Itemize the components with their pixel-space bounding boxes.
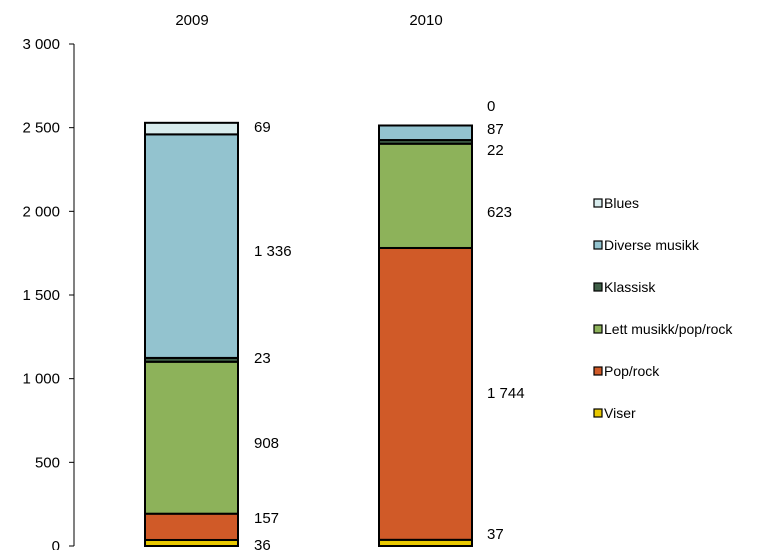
category-label: 2009 bbox=[175, 12, 208, 29]
legend-item: Blues bbox=[593, 195, 639, 211]
data-label: 0 bbox=[487, 98, 495, 115]
data-label: 157 bbox=[254, 510, 279, 527]
data-label: 1 336 bbox=[254, 243, 292, 260]
legend-label: Diverse musikk bbox=[604, 237, 700, 253]
category-label: 2010 bbox=[409, 12, 442, 29]
category-labels: 2009 2010 bbox=[175, 12, 442, 29]
data-label: 36 bbox=[254, 537, 271, 550]
data-label: 37 bbox=[487, 526, 504, 543]
bar-segment bbox=[378, 124, 473, 142]
bar-segment bbox=[144, 133, 239, 359]
legend-swatch bbox=[593, 282, 603, 292]
legend-swatch bbox=[593, 366, 603, 376]
legend-item: Klassisk bbox=[593, 279, 656, 295]
legend-swatch bbox=[593, 408, 603, 418]
data-label: 908 bbox=[254, 435, 279, 452]
legend-item: Diverse musikk bbox=[593, 237, 700, 253]
legend: Blues Diverse musikk Klassisk Lett musikk/p… bbox=[593, 195, 733, 421]
data-label: 23 bbox=[254, 350, 271, 367]
bar-segment bbox=[144, 512, 239, 541]
legend-label: Pop/rock bbox=[604, 363, 660, 379]
bars bbox=[144, 121, 473, 548]
y-tick-label: 2 500 bbox=[22, 120, 60, 137]
y-tick-label: 500 bbox=[35, 454, 60, 471]
legend-item: Pop/rock bbox=[593, 363, 660, 379]
data-label: 87 bbox=[487, 121, 504, 138]
y-tick-label: 3 000 bbox=[22, 36, 60, 53]
data-label: 22 bbox=[487, 142, 504, 159]
bar-segment bbox=[144, 360, 239, 515]
bar-segment bbox=[144, 121, 239, 136]
y-tick-label: 0 bbox=[52, 538, 60, 550]
legend-item: Lett musikk/pop/rock bbox=[593, 321, 733, 337]
y-axis: 0 500 1 000 1 500 2 000 2 500 3 000 bbox=[22, 36, 75, 550]
legend-swatch bbox=[593, 240, 603, 250]
y-tick-label: 1 000 bbox=[22, 371, 60, 388]
bar-segment bbox=[378, 246, 473, 541]
data-labels: 36 157 908 23 1 336 69 37 1 744 623 22 87 0 bbox=[254, 98, 525, 550]
legend-swatch bbox=[593, 324, 603, 334]
legend-label: Blues bbox=[604, 195, 639, 211]
data-label: 69 bbox=[254, 119, 271, 136]
data-label: 1 744 bbox=[487, 385, 525, 402]
legend-label: Viser bbox=[604, 405, 636, 421]
data-label: 623 bbox=[487, 204, 512, 221]
legend-label: Klassisk bbox=[604, 279, 656, 295]
y-tick-label: 1 500 bbox=[22, 287, 60, 304]
legend-swatch bbox=[593, 198, 603, 208]
y-tick-label: 2 000 bbox=[22, 203, 60, 220]
legend-item: Viser bbox=[593, 405, 636, 421]
legend-label: Lett musikk/pop/rock bbox=[604, 321, 733, 337]
bar-segment bbox=[378, 142, 473, 249]
